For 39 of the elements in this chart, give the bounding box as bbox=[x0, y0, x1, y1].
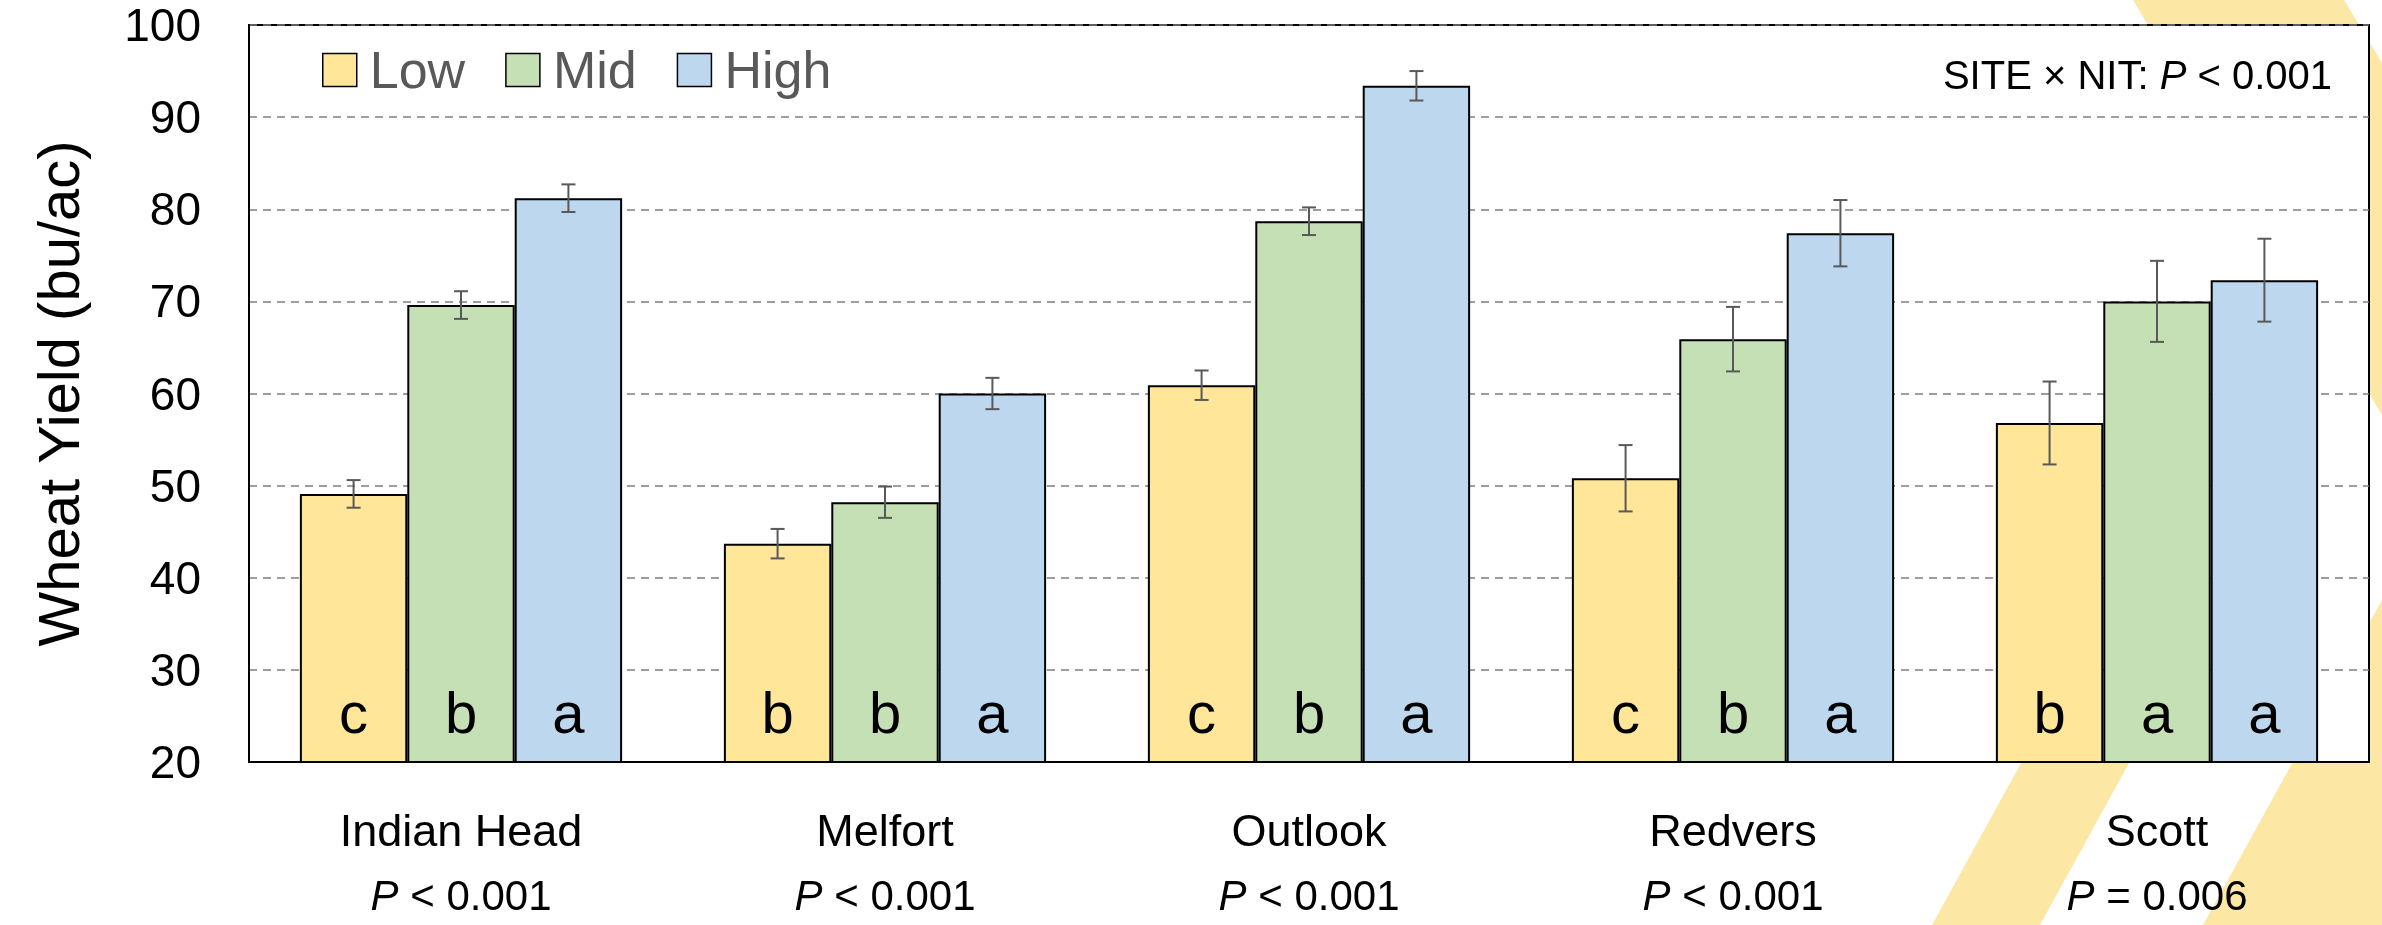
data-label: b bbox=[1716, 679, 1750, 745]
data-label: c bbox=[1611, 679, 1641, 745]
y-tick-label: 70 bbox=[149, 275, 201, 328]
y-tick-label: 20 bbox=[149, 736, 201, 788]
text: P < 0.001 bbox=[1642, 871, 1824, 919]
y-tick-label: 40 bbox=[149, 551, 201, 604]
data-label: a bbox=[552, 679, 586, 745]
x-tick-label: Outlook bbox=[1231, 805, 1388, 856]
y-tick-label: 60 bbox=[149, 367, 201, 420]
data-label: a bbox=[2248, 679, 2282, 745]
legend-label: Mid bbox=[552, 41, 637, 99]
text: P < 0.001 bbox=[370, 871, 552, 919]
y-tick-label: 90 bbox=[149, 91, 201, 144]
data-label: b bbox=[2033, 679, 2066, 745]
data-label: c bbox=[339, 679, 369, 745]
legend-label: High bbox=[724, 41, 832, 99]
data-label: a bbox=[2140, 679, 2174, 745]
data-label: b bbox=[868, 679, 902, 745]
data-label: a bbox=[1400, 679, 1434, 745]
text: P = 0.006 bbox=[2066, 871, 2248, 919]
text: P < 0.001 bbox=[1218, 871, 1400, 919]
x-tick-label: Scott bbox=[2105, 805, 2209, 856]
text: P < 0.001 bbox=[794, 871, 976, 919]
x-tick-label: Redvers bbox=[1649, 805, 1817, 856]
y-tick-label: 80 bbox=[149, 183, 201, 236]
x-tick-label: Indian Head bbox=[339, 805, 583, 856]
y-tick-label: 50 bbox=[149, 459, 201, 512]
data-label: b bbox=[1292, 679, 1326, 745]
y-tick-label: 100 bbox=[124, 0, 201, 51]
data-label: b bbox=[761, 679, 794, 745]
data-label: a bbox=[1824, 679, 1858, 745]
annotation: SITE × NIT: P < 0.001 bbox=[1942, 53, 2332, 97]
x-tick-label: Melfort bbox=[816, 805, 955, 856]
legend-label: Low bbox=[369, 41, 466, 99]
data-label: a bbox=[976, 679, 1010, 745]
y-tick-label: 30 bbox=[149, 643, 201, 696]
data-label: b bbox=[444, 679, 478, 745]
data-label: c bbox=[1187, 679, 1217, 745]
y-axis-title: Wheat Yield (bu/ac) bbox=[25, 140, 91, 647]
